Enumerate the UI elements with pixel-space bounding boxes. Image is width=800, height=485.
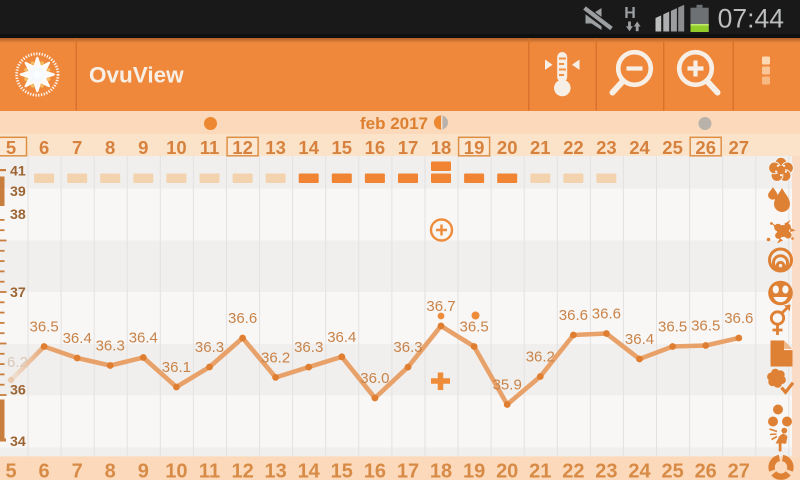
svg-text:H: H: [624, 5, 636, 22]
svg-text:37: 37: [10, 285, 26, 301]
svg-text:34: 34: [10, 434, 26, 450]
svg-text:36.4: 36.4: [625, 331, 654, 348]
svg-text:36: 36: [10, 383, 26, 399]
svg-text:22: 22: [562, 461, 584, 481]
svg-text:36.4: 36.4: [63, 330, 92, 347]
svg-text:27: 27: [728, 461, 750, 481]
svg-text:36.2: 36.2: [261, 349, 290, 366]
svg-text:5: 5: [6, 137, 16, 158]
svg-text:19: 19: [464, 137, 485, 158]
svg-text:9: 9: [138, 137, 148, 158]
svg-text:6: 6: [39, 461, 50, 481]
svg-text:21: 21: [529, 461, 551, 481]
svg-text:20: 20: [497, 137, 518, 158]
svg-text:39: 39: [10, 184, 26, 200]
svg-text:36.1: 36.1: [162, 359, 191, 376]
svg-text:25: 25: [662, 137, 683, 158]
svg-text:35.9: 35.9: [493, 377, 522, 394]
svg-text:36.5: 36.5: [459, 319, 488, 336]
svg-text:36.3: 36.3: [195, 339, 224, 356]
svg-text:36.5: 36.5: [691, 318, 720, 335]
svg-text:6: 6: [39, 137, 49, 158]
svg-text:36.3: 36.3: [294, 339, 323, 356]
svg-text:20: 20: [496, 461, 518, 481]
svg-text:15: 15: [332, 137, 353, 158]
svg-text:12: 12: [231, 461, 253, 481]
svg-text:18: 18: [431, 137, 452, 158]
svg-text:10: 10: [166, 137, 187, 158]
svg-text:41: 41: [10, 163, 26, 179]
svg-text:8: 8: [105, 461, 116, 481]
svg-text:22: 22: [563, 137, 584, 158]
svg-text:36.2: 36.2: [526, 349, 555, 366]
svg-text:24: 24: [628, 461, 651, 481]
svg-text:11: 11: [200, 137, 220, 158]
svg-text:7: 7: [72, 461, 83, 481]
svg-text:17: 17: [398, 137, 419, 158]
svg-text:38: 38: [10, 207, 26, 223]
svg-text:36.5: 36.5: [29, 319, 58, 336]
svg-text:5: 5: [5, 461, 16, 481]
svg-text:18: 18: [430, 461, 452, 481]
svg-text:36.6: 36.6: [724, 310, 753, 327]
svg-text:26: 26: [695, 137, 716, 158]
svg-text:36.3: 36.3: [96, 338, 125, 355]
svg-text:16: 16: [365, 137, 386, 158]
svg-text:36.0: 36.0: [360, 370, 389, 387]
svg-text:13: 13: [265, 137, 286, 158]
svg-text:17: 17: [397, 461, 419, 481]
svg-text:36.6: 36.6: [228, 310, 257, 327]
svg-text:feb 2017: feb 2017: [360, 114, 428, 133]
svg-text:8: 8: [105, 137, 115, 158]
svg-text:36.3: 36.3: [393, 339, 422, 356]
svg-text:15: 15: [331, 461, 353, 481]
svg-text:10: 10: [165, 461, 187, 481]
svg-text:14: 14: [298, 137, 319, 158]
svg-text:36.4: 36.4: [129, 330, 158, 347]
svg-text:11: 11: [199, 461, 220, 481]
svg-text:23: 23: [595, 461, 617, 481]
svg-text:13: 13: [264, 461, 286, 481]
svg-text:24: 24: [629, 137, 650, 158]
svg-text:26: 26: [695, 461, 717, 481]
svg-text:36.7: 36.7: [426, 298, 455, 315]
svg-text:25: 25: [661, 461, 683, 481]
svg-text:7: 7: [72, 137, 82, 158]
svg-text:27: 27: [729, 137, 750, 158]
svg-text:23: 23: [596, 137, 617, 158]
svg-text:07:44: 07:44: [718, 4, 784, 34]
svg-text:36.4: 36.4: [327, 329, 356, 346]
svg-text:OvuView: OvuView: [89, 63, 184, 88]
svg-text:36.6: 36.6: [592, 306, 621, 323]
svg-text:36.5: 36.5: [658, 319, 687, 336]
svg-text:14: 14: [298, 461, 321, 481]
svg-text:6.2: 6.2: [7, 354, 28, 371]
svg-text:12: 12: [232, 137, 253, 158]
svg-text:16: 16: [364, 461, 386, 481]
svg-text:21: 21: [530, 137, 551, 158]
svg-text:19: 19: [463, 461, 485, 481]
svg-text:9: 9: [138, 461, 149, 481]
svg-text:36.6: 36.6: [559, 307, 588, 324]
